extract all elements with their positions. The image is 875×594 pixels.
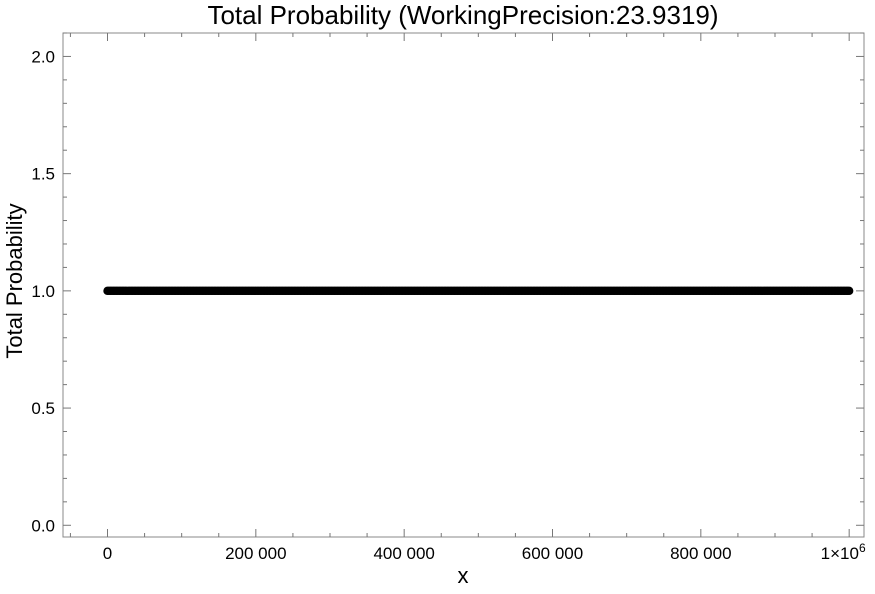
data-points: [103, 286, 854, 296]
x-axis-ticks: [69, 33, 850, 537]
y-tick-label: 0.0: [31, 516, 55, 535]
y-tick-label: 1.5: [31, 165, 55, 184]
x-tick-label: 600 000: [522, 544, 583, 563]
y-axis-ticks: [63, 32, 864, 526]
x-tick-label-exponent: 6: [859, 541, 866, 555]
y-tick-label: 0.5: [31, 399, 55, 418]
x-axis-tick-labels: 0 200 000 400 000 600 000 800 000 1×106: [103, 541, 866, 563]
plot-frame: [62, 32, 865, 538]
y-tick-label: 2.0: [31, 47, 55, 66]
y-axis-label: Total Probability: [2, 203, 27, 358]
x-axis-label: x: [458, 563, 469, 588]
x-tick-label: 0: [103, 544, 112, 563]
x-tick-label: 400 000: [373, 544, 434, 563]
chart-title: Total Probability (WorkingPrecision:23.9…: [207, 0, 718, 30]
data-point: [844, 286, 854, 296]
x-tick-label: 800 000: [670, 544, 731, 563]
y-axis-tick-labels: 0.0 0.5 1.0 1.5 2.0: [31, 47, 55, 535]
y-tick-label: 1.0: [31, 282, 55, 301]
x-tick-label: 1×106: [821, 541, 866, 563]
x-tick-label: 200 000: [225, 544, 286, 563]
